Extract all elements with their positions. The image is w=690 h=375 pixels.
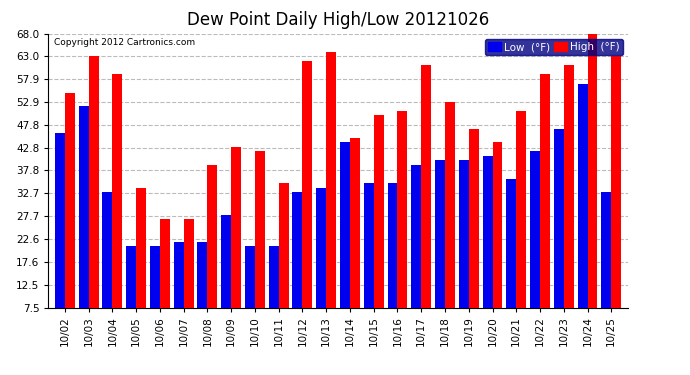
Bar xyxy=(136,188,146,341)
Bar xyxy=(374,115,384,341)
Bar xyxy=(112,75,122,341)
Bar xyxy=(587,34,598,341)
Bar xyxy=(197,242,208,341)
Bar xyxy=(411,165,421,341)
Bar xyxy=(65,93,75,341)
Bar xyxy=(79,106,89,341)
Bar xyxy=(174,242,184,341)
Bar xyxy=(268,246,279,341)
Bar xyxy=(340,142,350,341)
Bar xyxy=(435,160,445,341)
Bar xyxy=(326,52,336,341)
Text: Copyright 2012 Cartronics.com: Copyright 2012 Cartronics.com xyxy=(54,38,195,47)
Bar xyxy=(302,61,313,341)
Bar xyxy=(459,160,469,341)
Bar xyxy=(316,188,326,341)
Bar xyxy=(102,192,112,341)
Bar xyxy=(611,56,621,341)
Bar xyxy=(255,152,265,341)
Bar xyxy=(516,111,526,341)
Bar xyxy=(506,178,516,341)
Bar xyxy=(554,129,564,341)
Bar xyxy=(184,219,194,341)
Bar xyxy=(493,142,502,341)
Bar xyxy=(208,165,217,341)
Bar xyxy=(245,246,255,341)
Legend: Low  (°F), High  (°F): Low (°F), High (°F) xyxy=(485,39,622,56)
Bar xyxy=(578,84,587,341)
Bar xyxy=(421,65,431,341)
Bar xyxy=(445,102,455,341)
Title: Dew Point Daily High/Low 20121026: Dew Point Daily High/Low 20121026 xyxy=(187,11,489,29)
Bar xyxy=(150,246,160,341)
Bar xyxy=(388,183,397,341)
Bar xyxy=(469,129,479,341)
Bar xyxy=(231,147,241,341)
Bar xyxy=(530,152,540,341)
Bar xyxy=(89,56,99,341)
Bar xyxy=(55,133,65,341)
Bar xyxy=(160,219,170,341)
Bar xyxy=(221,215,231,341)
Bar xyxy=(540,75,550,341)
Bar xyxy=(279,183,288,341)
Bar xyxy=(364,183,374,341)
Bar xyxy=(482,156,493,341)
Bar xyxy=(126,246,136,341)
Bar xyxy=(293,192,302,341)
Bar xyxy=(564,65,574,341)
Bar xyxy=(350,138,360,341)
Bar xyxy=(397,111,408,341)
Bar xyxy=(601,192,611,341)
